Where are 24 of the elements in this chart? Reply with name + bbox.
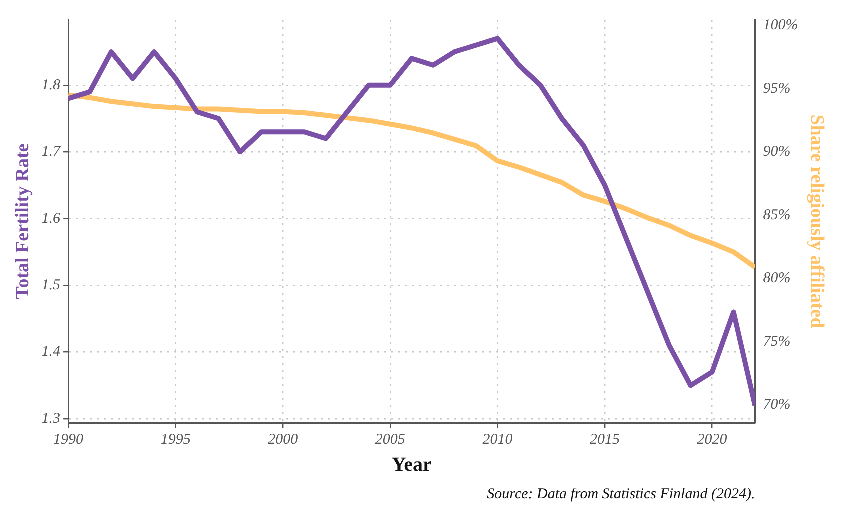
x-tick-label: 2015 [590, 432, 620, 448]
y2-tick-label: 95% [763, 80, 791, 97]
y2-tick-label: 70% [763, 397, 791, 414]
y2-tick-label: 80% [763, 270, 791, 287]
x-tick-label: 1995 [160, 432, 192, 448]
y2-tick-label: 90% [763, 144, 791, 160]
y2-tick-label: 100% [763, 18, 798, 34]
y2-tick-label: 75% [763, 334, 791, 350]
y-tick-label: 1.5 [42, 277, 62, 294]
y-axis-title: Total Fertility Rate [12, 144, 34, 300]
x-tick-label: 2020 [697, 432, 728, 448]
x-axis-title: Year [392, 454, 432, 476]
y-tick-label: 1.6 [42, 210, 62, 227]
y-tick-label: 1.8 [42, 77, 62, 94]
y2-axis-title: Share religiously affiliated [806, 114, 828, 329]
x-tick-label: 1990 [54, 432, 84, 448]
y-tick-label: 1.7 [42, 144, 62, 160]
x-tick-label: 2000 [268, 432, 299, 448]
y2-tick-label: 85% [763, 207, 791, 224]
x-tick-label: 2005 [375, 432, 406, 448]
source-note: Source: Data from Statistics Finland (2024). [487, 486, 756, 502]
y-tick-label: 1.4 [42, 344, 62, 360]
x-tick-label: 2010 [482, 432, 514, 448]
y-tick-label: 1.3 [42, 410, 61, 427]
